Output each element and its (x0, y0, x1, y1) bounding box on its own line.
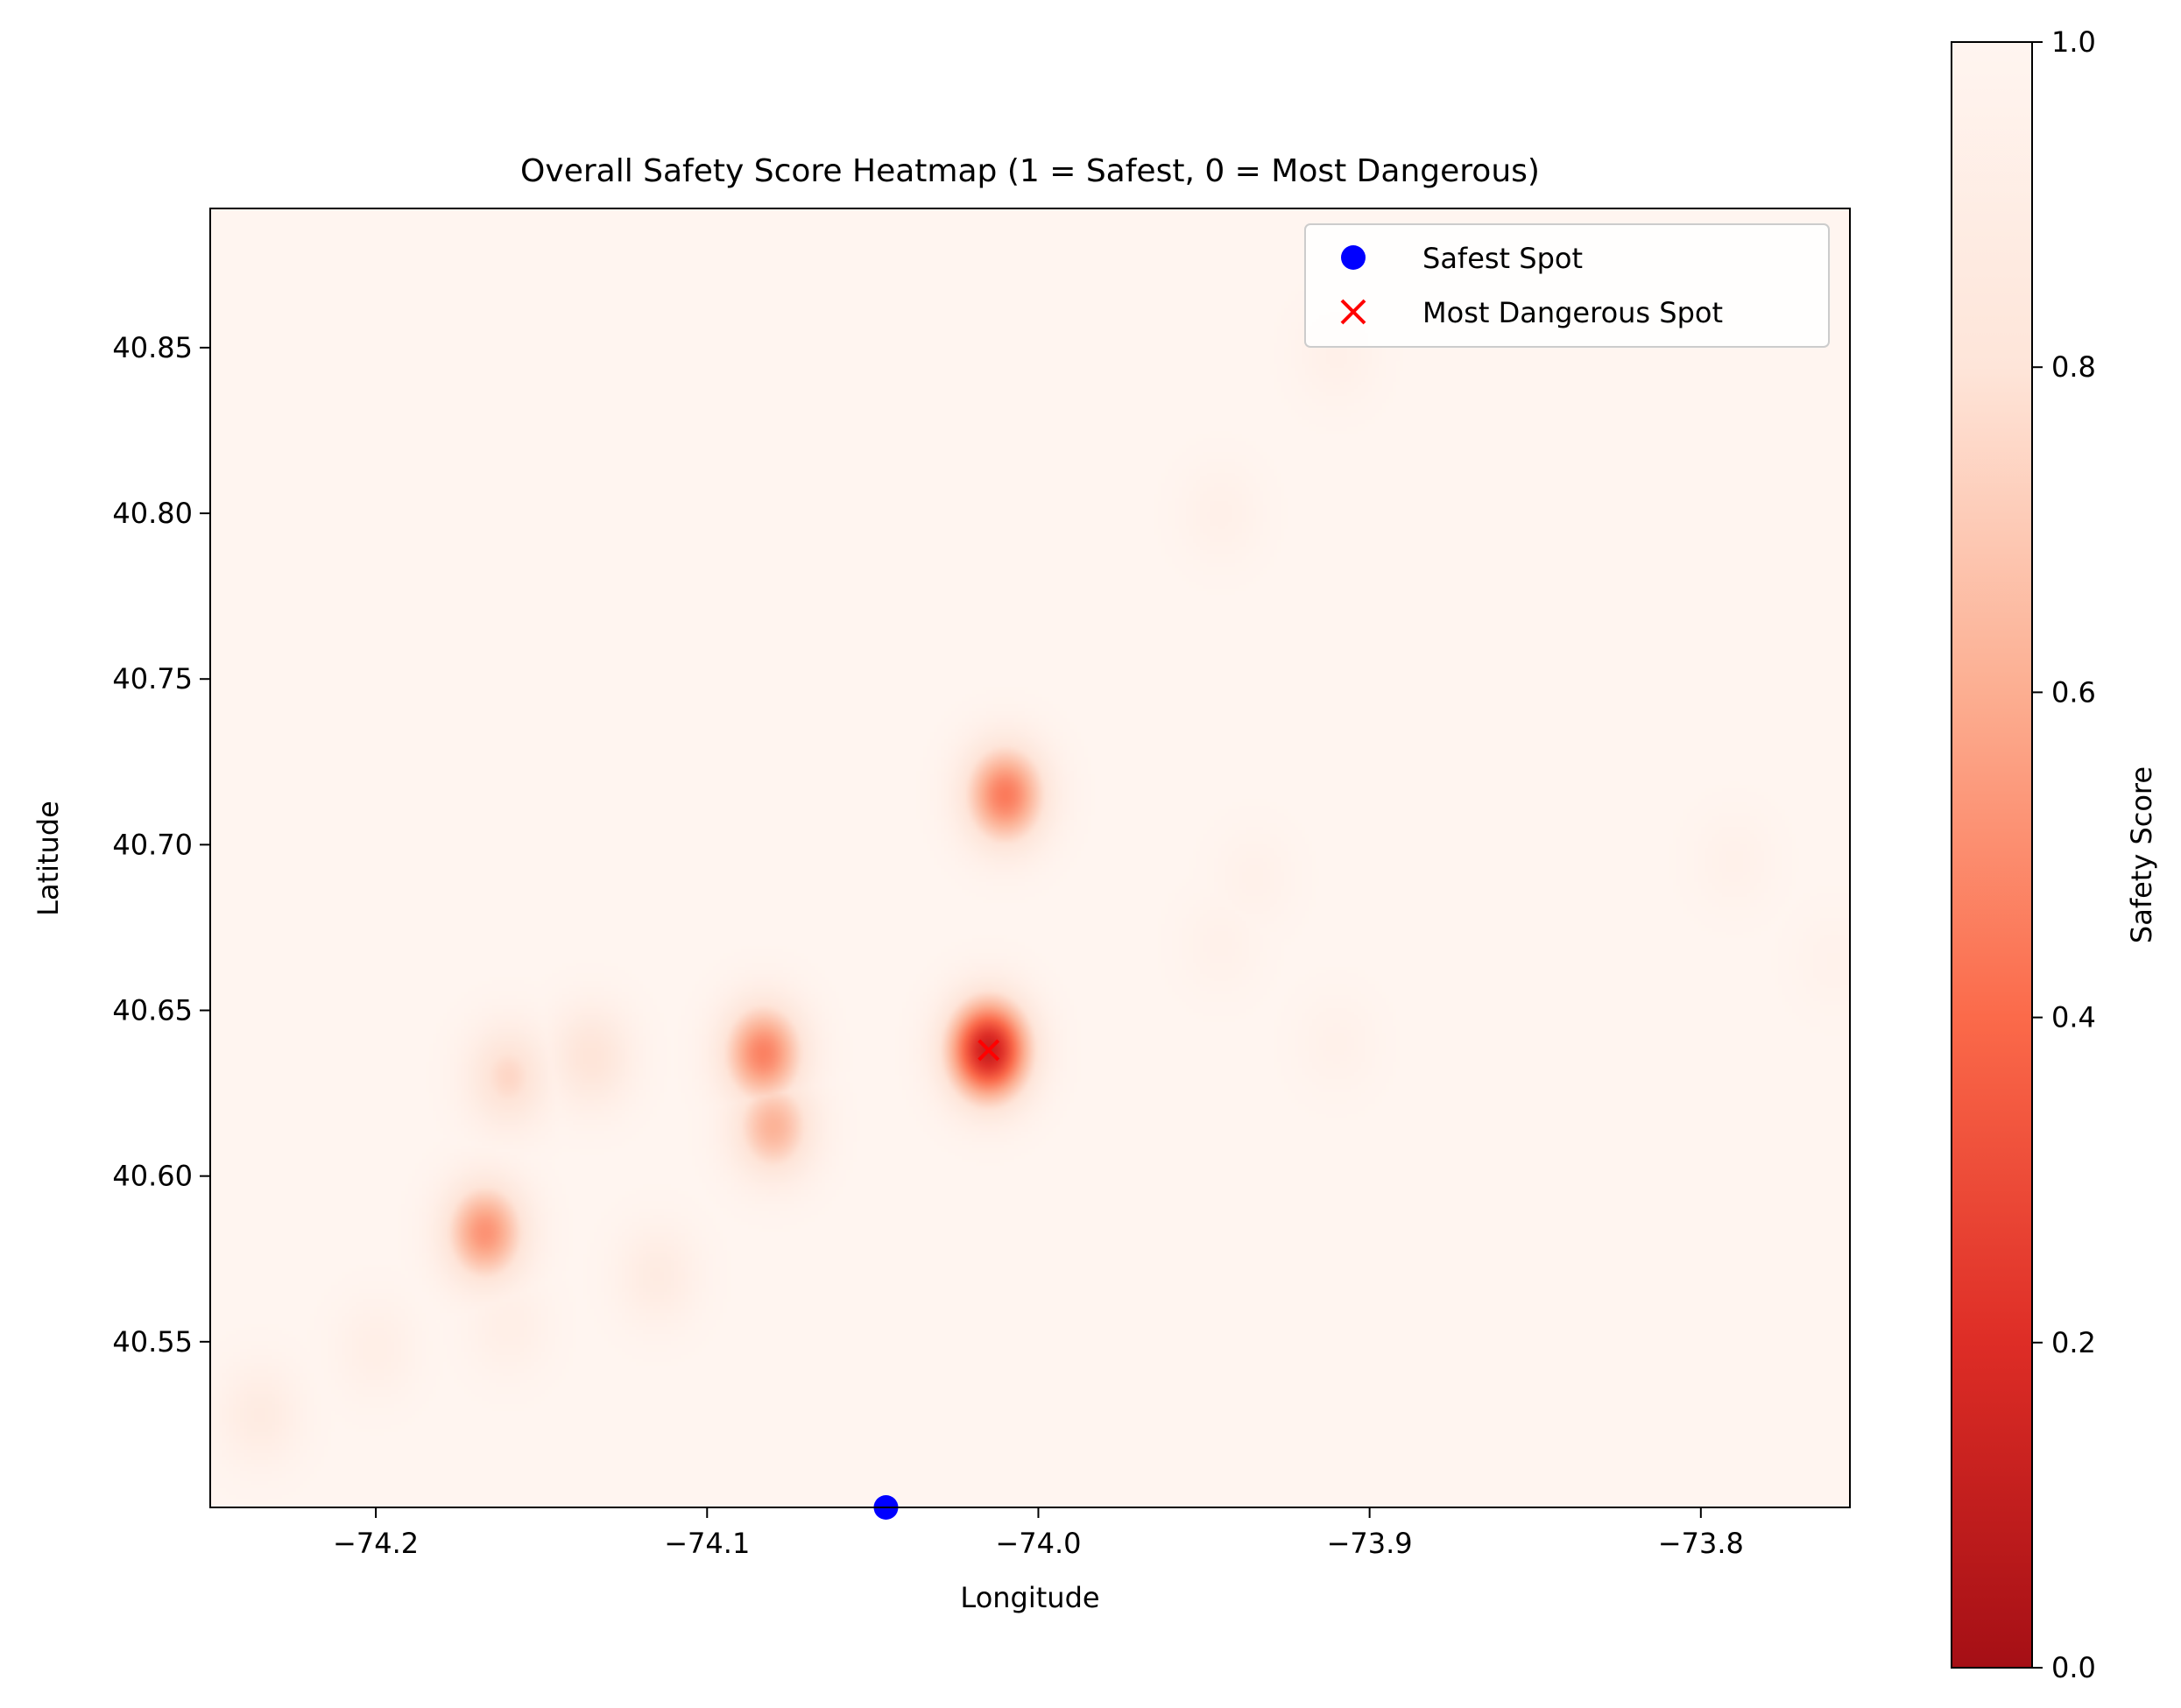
colorbar-tick-label: 0.6 (2051, 675, 2096, 709)
colorbar-scale (1951, 41, 2033, 1669)
colorbar: 0.0 0.2 0.4 0.6 0.8 1.0 Safety Score (1951, 25, 2158, 1684)
x-tick-label: −73.8 (1658, 1527, 1744, 1560)
y-tick-label: 40.60 (112, 1160, 193, 1193)
y-tick-label: 40.55 (112, 1325, 193, 1359)
y-tick-label: 40.70 (112, 828, 193, 861)
y-tick-label: 40.75 (112, 662, 193, 695)
legend-x-glyph (1340, 299, 1366, 325)
colorbar-tick-label: 0.2 (2051, 1326, 2096, 1359)
colorbar-tick-label: 0.0 (2051, 1651, 2096, 1684)
legend-safest-marker (1341, 245, 1366, 270)
colorbar-tick-label: 1.0 (2051, 25, 2096, 59)
legend-dangerous-label: Most Dangerous Spot (1422, 296, 1723, 329)
y-tick-label: 40.85 (112, 331, 193, 364)
y-axis-label: Latitude (32, 801, 65, 916)
chart-title: Overall Safety Score Heatmap (1 = Safest… (520, 153, 1540, 189)
x-tick-label: −74.2 (333, 1527, 419, 1560)
x-tick-label: −73.9 (1327, 1527, 1413, 1560)
colorbar-ticks: 0.0 0.2 0.4 0.6 0.8 1.0 (2032, 25, 2096, 1684)
legend-box (1304, 223, 1830, 348)
heatmap-image (210, 208, 1850, 1507)
colorbar-label: Safety Score (2125, 766, 2158, 943)
legend: Safest Spot Most Dangerous Spot (1304, 223, 1830, 348)
y-tick-label: 40.80 (112, 497, 193, 530)
legend-safest-label: Safest Spot (1422, 242, 1583, 275)
colorbar-tick-label: 0.8 (2051, 350, 2096, 384)
colorbar-tick-label: 0.4 (2051, 1001, 2096, 1034)
plot-frame (209, 208, 1851, 1508)
y-axis-ticks: 40.55 40.60 40.65 40.70 40.75 40.80 40.85 (112, 331, 210, 1359)
x-tick-label: −74.1 (664, 1527, 750, 1560)
x-axis-ticks: −74.2 −74.1 −74.0 −73.9 −73.8 (333, 1507, 1744, 1560)
x-axis-label: Longitude (960, 1581, 1099, 1614)
y-tick-label: 40.65 (112, 994, 193, 1027)
x-tick-label: −74.0 (995, 1527, 1081, 1560)
legend-dangerous-marker (1340, 299, 1366, 325)
most-dangerous-spot-marker (978, 1039, 1000, 1062)
